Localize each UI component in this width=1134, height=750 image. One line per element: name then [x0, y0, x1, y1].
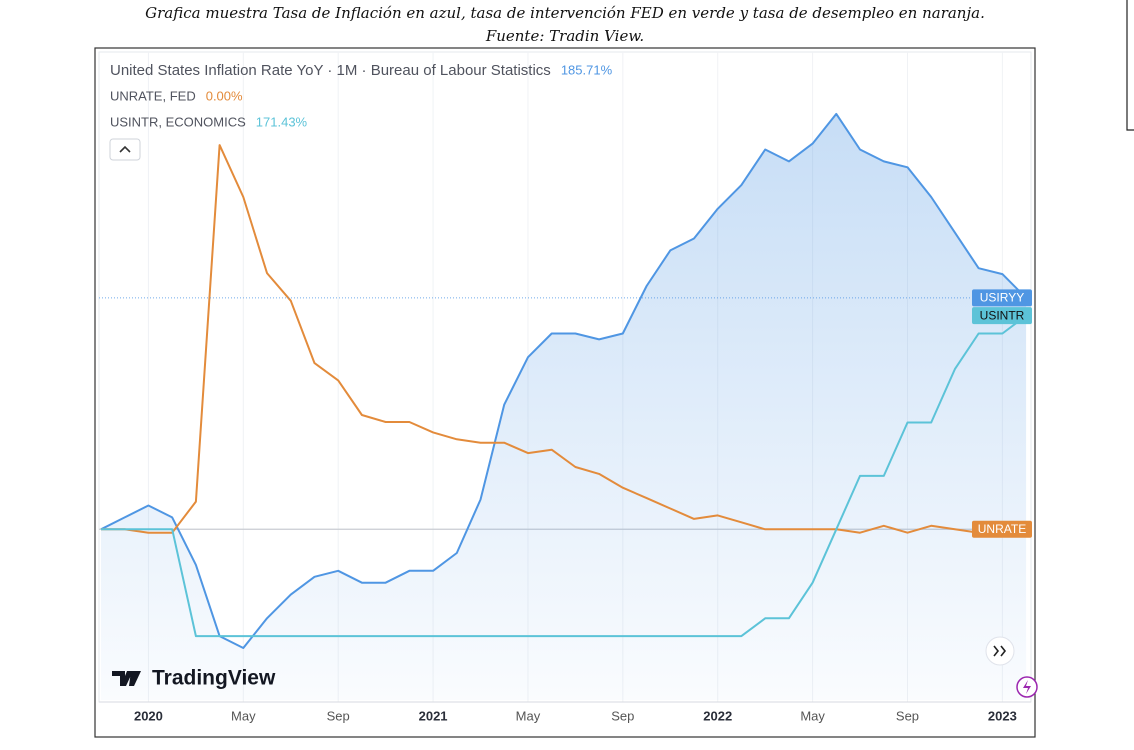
legend-change: 185.71% [561, 62, 613, 77]
side-box [1126, 0, 1134, 131]
series-line [100, 112, 1027, 649]
series-area [101, 113, 1027, 700]
series-tag: UNRATE [978, 522, 1026, 536]
logo: TradingView [112, 667, 276, 690]
x-tick-label: Sep [896, 708, 919, 723]
series-tag-box [972, 520, 1032, 538]
collapse-button[interactable] [109, 138, 141, 161]
x-tick-label: 2021 [419, 708, 448, 723]
scroll-button[interactable] [985, 636, 1015, 666]
x-tick-label: 2022 [703, 708, 732, 723]
chevron-icon [119, 145, 131, 153]
caption-line: Fuente: Tradin View. [485, 27, 644, 45]
x-tick-label: May [516, 708, 541, 723]
x-tick-label: May [800, 708, 825, 723]
series-tag-box [972, 307, 1032, 325]
legend: United States Inflation Rate YoY · 1M · … [110, 62, 613, 129]
series-tag-box [972, 289, 1032, 307]
series-tag: USIRYY [980, 291, 1024, 305]
legend-name: United States Inflation Rate YoY · 1M · … [110, 62, 551, 79]
legend-change: 171.43% [256, 114, 308, 129]
x-tick-label: May [231, 708, 256, 723]
lightning-icon [1023, 680, 1031, 694]
scroll-icon [993, 645, 1007, 657]
legend-name: UNRATE, FED [110, 88, 196, 103]
x-tick-label: 2020 [134, 708, 163, 723]
logo-icon [112, 671, 141, 686]
series-line [101, 144, 1027, 538]
caption-line: Grafica muestra Tasa de Inflación en azu… [145, 4, 985, 22]
x-tick-label: Sep [327, 708, 350, 723]
legend-change: 0.00% [206, 88, 243, 103]
series-tag: USINTR [980, 308, 1025, 322]
series-line [101, 314, 1027, 638]
legend-name: USINTR, ECONOMICS [110, 114, 246, 129]
x-tick-label: 2023 [988, 708, 1017, 723]
logo-text: TradingView [152, 667, 276, 690]
series-layer [99, 112, 1031, 700]
x-tick-label: Sep [611, 708, 634, 723]
